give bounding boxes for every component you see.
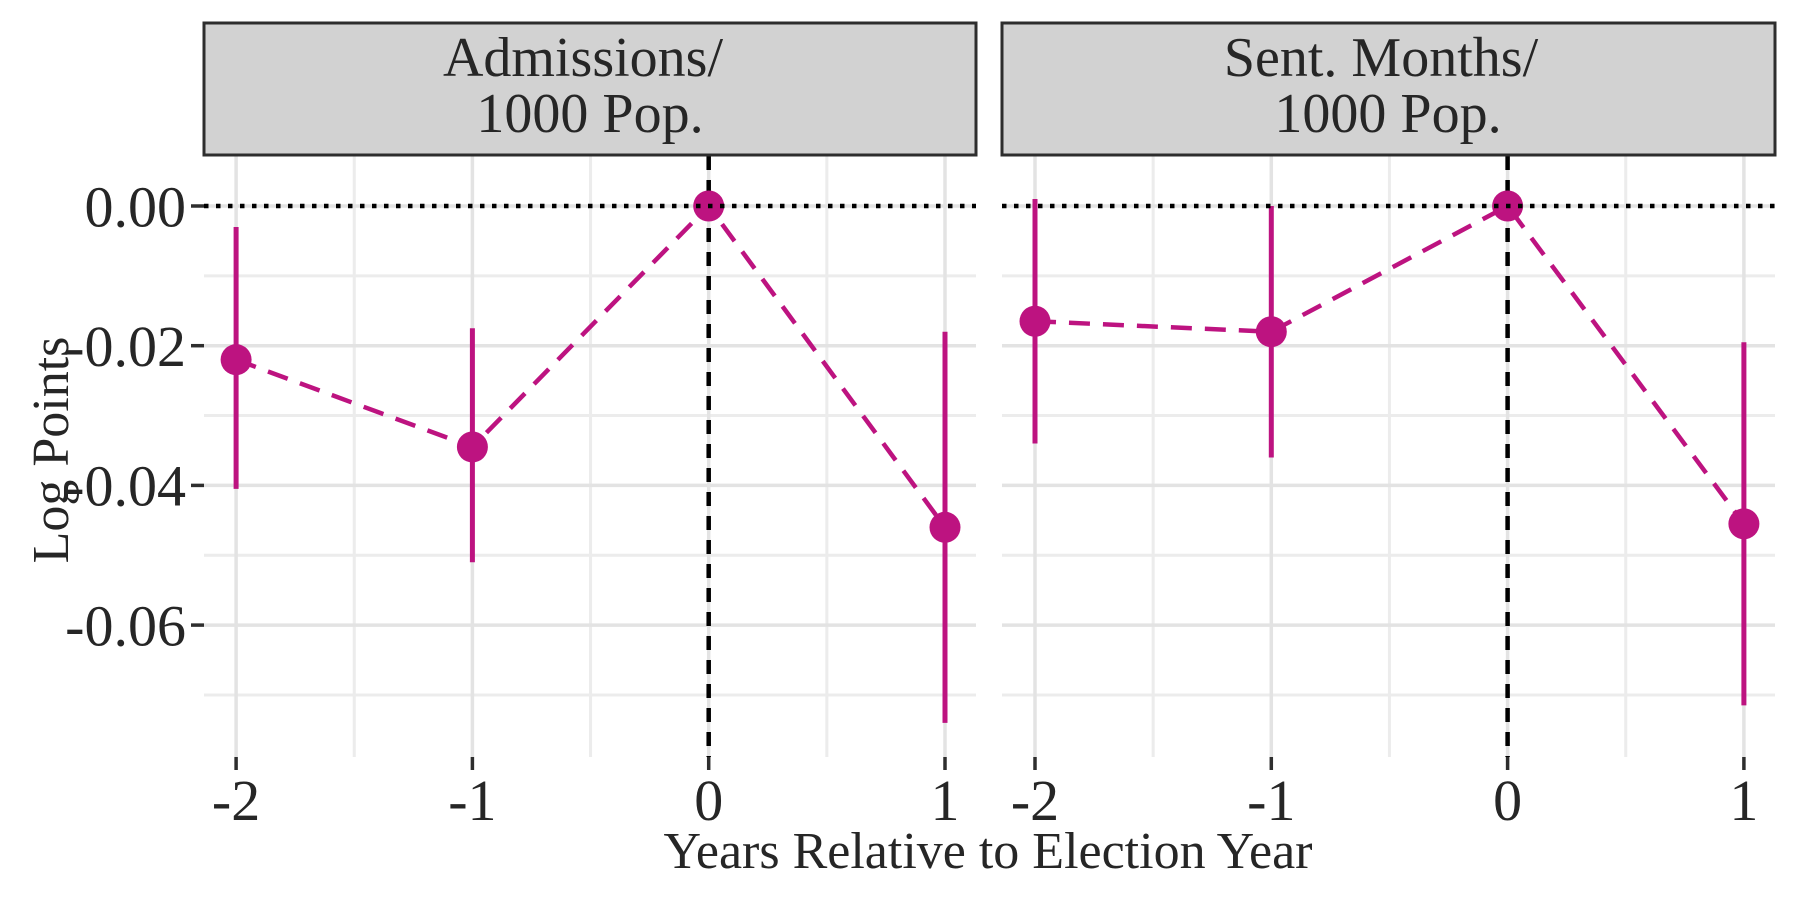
x-tick-label: 1 — [1729, 768, 1758, 833]
x-tick-label: 1 — [931, 768, 960, 833]
facet-strips: Admissions/ 1000 Pop. Sent. Months/ 1000… — [202, 21, 1777, 157]
y-axis-title: Log Points — [23, 337, 80, 564]
strip-title-line: 1000 Pop. — [1274, 83, 1501, 145]
data-point — [456, 431, 488, 463]
x-tick-label: -2 — [1011, 768, 1059, 833]
y-tick-label: -0.04 — [65, 454, 186, 519]
facet-strip-sent-months — [1000, 21, 1777, 157]
y-tick-label: -0.02 — [65, 314, 186, 379]
x-tick-label: 0 — [1493, 768, 1522, 833]
y-tick-label: 0.00 — [85, 174, 187, 239]
facet-strip-title-admissions: Admissions/ 1000 Pop. — [443, 27, 737, 145]
x-tick-label: 0 — [694, 768, 723, 833]
trend-line — [235, 202, 947, 529]
x-tick-label: -1 — [448, 768, 496, 833]
x-axis-title: Years Relative to Election Year — [664, 823, 1313, 880]
panels: -2 -1 0 1 0.00 -0.02 -0.04 -0.06 -2 -1 0 1 — [65, 156, 1775, 833]
data-point — [929, 511, 961, 543]
trend-line — [1034, 203, 1746, 526]
facet-strip-title-sent-months: Sent. Months/ 1000 Pop. — [1224, 27, 1552, 145]
panel-admissions: -2 -1 0 1 0.00 -0.02 -0.04 -0.06 — [65, 156, 976, 833]
y-tick-label: -0.06 — [65, 593, 186, 658]
data-point — [220, 344, 252, 376]
data-point — [1728, 508, 1760, 540]
data-point — [1019, 305, 1051, 337]
strip-title-line: 1000 Pop. — [476, 83, 703, 145]
panel-sent-months: -2 -1 0 1 — [1002, 156, 1775, 833]
data-point — [1255, 316, 1287, 348]
facet-strip-admissions — [202, 21, 978, 157]
strip-title-line: Admissions/ — [443, 27, 723, 89]
x-tick-label: -1 — [1247, 768, 1295, 833]
x-tick-label: -2 — [212, 768, 260, 833]
strip-title-line: Sent. Months/ — [1224, 27, 1539, 89]
